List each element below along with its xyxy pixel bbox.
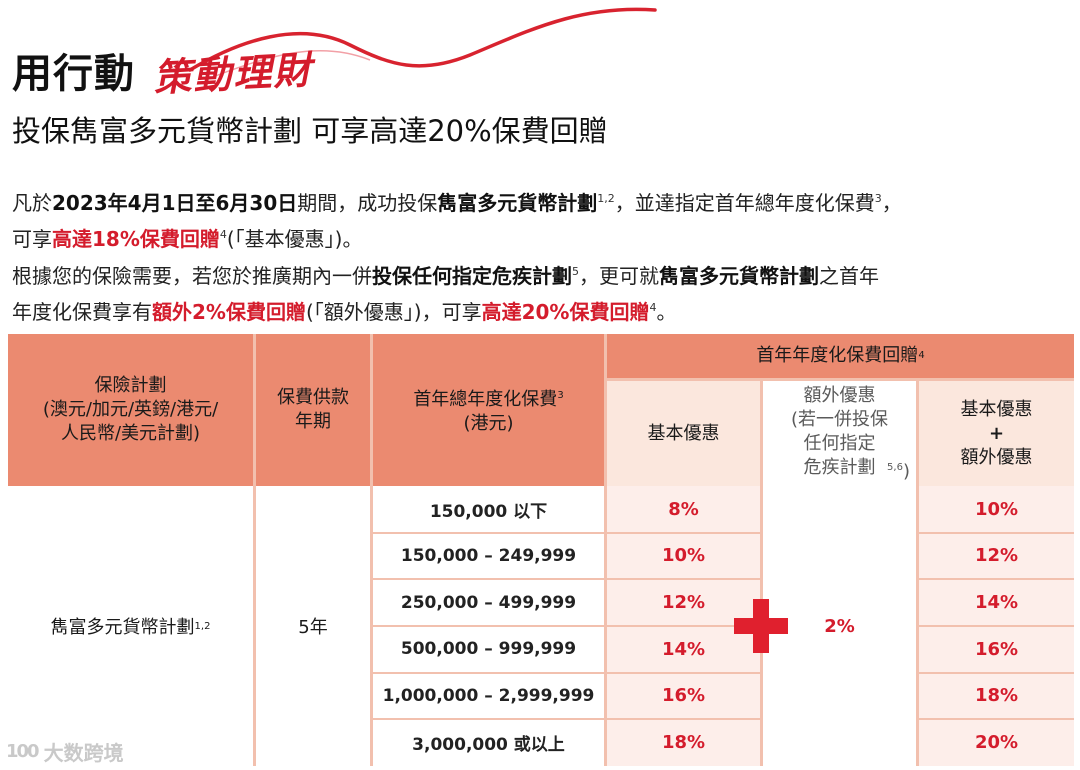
row-divider: [919, 578, 1074, 581]
premium-band: 250,000 – 499,999: [373, 579, 604, 626]
p1-plan-name: 雋富多元貨幣計劃: [437, 191, 598, 215]
p2-extra-highlight: 額外2%保費回贈: [152, 300, 306, 324]
header-extra: 額外優惠 (若一併投保 任何指定 危疾計劃 5,6): [763, 381, 916, 486]
intro-paragraph: 凡於2023年4月1日至6月30日期間，成功投保雋富多元貨幣計劃1,2，並達指定…: [12, 183, 1072, 255]
watermark: 100 大数跨境: [6, 737, 124, 766]
header-premium: 首年總年度化保費3 (港元): [373, 334, 604, 486]
header-total-extra: 額外優惠: [960, 446, 1033, 468]
row-divider: [919, 531, 1074, 534]
divider: [916, 381, 919, 766]
total-rebate: 14%: [919, 579, 1074, 626]
row-divider: [373, 671, 604, 674]
divider: [760, 381, 763, 766]
p2-text-8: (「額外優惠」)，可享: [305, 300, 482, 324]
header-extra-footnote: 5,6: [887, 461, 903, 473]
ribbon-decoration: [188, 7, 657, 79]
p1-text-9: (「基本優惠」)。: [226, 227, 363, 251]
p2-total-highlight: 高達20%保費回贈: [481, 300, 650, 324]
basic-rebate: 16%: [607, 672, 760, 720]
extra-value-cell: 2%: [763, 486, 916, 766]
p2-text-3: ，更可就: [579, 264, 659, 288]
term-cell: 5年: [256, 486, 370, 766]
basic-rebate: 10%: [607, 532, 760, 580]
row-divider: [919, 625, 1074, 627]
p1-footnote-3: 4: [219, 228, 227, 241]
p1-footnote-2: 3: [874, 192, 882, 205]
header-term: 保費供款 年期: [256, 334, 370, 486]
header-plan: 保險計劃 (澳元/加元/英鎊/港元/ 人民幣/美元計劃): [8, 334, 253, 486]
p2-text-10: 。: [656, 300, 677, 324]
p1-text-3: 期間，成功投保: [297, 191, 438, 215]
header-total-basic: 基本優惠: [960, 398, 1033, 420]
p2-text-1: 根據您的保險需要，若您於推廣期內一併: [12, 264, 372, 288]
row-divider: [373, 531, 604, 534]
total-rebate: 16%: [919, 626, 1074, 673]
header-basic: 基本優惠: [607, 381, 760, 486]
plan-name-cell: 雋富多元貨幣計劃 1,2: [8, 486, 253, 766]
row-divider: [919, 671, 1074, 674]
total-rebate: 10%: [919, 486, 1074, 533]
rebate-table: 保險計劃 (澳元/加元/英鎊/港元/ 人民幣/美元計劃) 保費供款 年期 首年總…: [8, 334, 1074, 766]
page-subtitle: 投保雋富多元貨幣計劃 可享高達20%保費回贈: [12, 114, 608, 148]
row-divider: [373, 578, 604, 581]
p2-footnote-2: 4: [649, 301, 657, 314]
total-rebate: 20%: [919, 719, 1074, 766]
row-divider: [607, 531, 760, 534]
row-divider: [607, 578, 760, 581]
basic-rebate: 8%: [607, 486, 760, 533]
row-divider: [607, 625, 760, 627]
extra-offer-paragraph: 根據您的保險需要，若您於推廣期內一併投保任何指定危疾計劃5，更可就雋富多元貨幣計…: [12, 256, 1072, 328]
plan-footnote: 1,2: [194, 620, 211, 632]
divider: [370, 334, 373, 766]
extra-value: 2%: [824, 615, 855, 637]
p2-text-5: 之首年: [819, 264, 879, 288]
plan-name: 雋富多元貨幣計劃: [50, 617, 195, 638]
premium-band: 1,000,000 – 2,999,999: [373, 672, 604, 720]
header-premium-label: 首年總年度化保費: [413, 389, 558, 410]
header-premium-footnote: 3: [557, 390, 564, 401]
basic-rebate: 18%: [607, 719, 760, 766]
headline-script-logo: 策動理財: [152, 46, 315, 100]
p2-text-6: 年度化保費享有: [12, 300, 152, 324]
divider: [607, 378, 1074, 381]
p1-date-range: 2023年4月1日至6月30日: [52, 191, 298, 215]
header-extra-close: ): [902, 460, 910, 482]
total-rebate: 18%: [919, 672, 1074, 720]
p1-text-7: 可享: [12, 227, 52, 251]
row-divider: [607, 671, 760, 674]
divider: [604, 334, 607, 766]
row-divider: [373, 625, 604, 627]
p1-text-5: ，並達指定首年總年度化保費: [614, 191, 875, 215]
premium-band: 500,000 – 999,999: [373, 626, 604, 673]
p2-plan-name: 雋富多元貨幣計劃: [659, 264, 819, 288]
p1-text-6: ，: [881, 191, 902, 215]
header-rebate-label: 首年年度化保費回贈: [756, 345, 919, 366]
headline-main: 用行動: [12, 51, 135, 97]
p2-critical-illness: 投保任何指定危疾計劃: [372, 264, 572, 288]
basic-rebate: 14%: [607, 626, 760, 673]
header-rebate: 首年年度化保費回贈 4: [607, 334, 1074, 378]
header-premium-unit: (港元): [463, 413, 514, 434]
p1-footnote-1: 1,2: [597, 192, 615, 205]
p1-rebate-highlight: 高達18%保費回贈: [52, 227, 220, 251]
premium-band: 3,000,000 或以上: [373, 719, 604, 766]
row-divider: [919, 718, 1074, 721]
term-value: 5年: [298, 617, 328, 638]
header-total-plus: +: [988, 422, 1005, 444]
watermark-text: 大数跨境: [43, 741, 124, 765]
p2-footnote-1: 5: [572, 265, 579, 278]
premium-band: 150,000 – 249,999: [373, 532, 604, 580]
watermark-logo-icon: 100: [6, 741, 40, 762]
total-rebate: 12%: [919, 532, 1074, 580]
row-divider: [607, 718, 760, 721]
row-divider: [373, 718, 604, 721]
header-rebate-footnote: 4: [918, 350, 925, 361]
premium-band: 150,000 以下: [373, 486, 604, 533]
divider: [253, 334, 256, 766]
header-total: 基本優惠 + 額外優惠: [919, 381, 1074, 486]
headline: 用行動 策動理財: [12, 40, 315, 100]
plus-icon: [734, 599, 788, 653]
p1-text-1: 凡於: [12, 191, 52, 215]
header-extra-label: 額外優惠 (若一併投保 任何指定 危疾計劃: [790, 384, 889, 478]
